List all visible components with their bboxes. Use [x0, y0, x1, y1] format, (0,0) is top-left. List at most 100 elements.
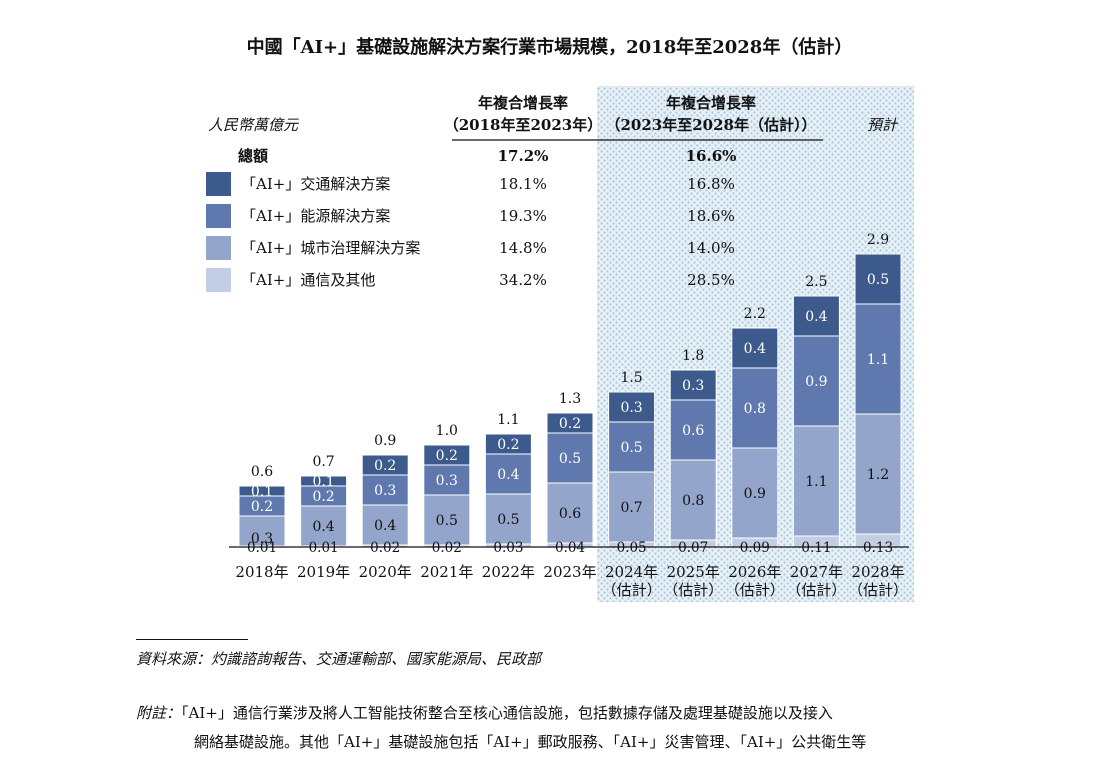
- bar-segment-energy: [792, 335, 840, 427]
- bar-segment-transport: [361, 454, 409, 476]
- value-label: 0.5: [559, 451, 581, 467]
- value-label: 0.4: [497, 467, 519, 483]
- cagr-header-1-line-2: （2018年至2023年）: [444, 116, 603, 134]
- value-label: 1.2: [867, 467, 889, 483]
- x-tick-label: 2028年: [851, 563, 904, 581]
- note-line-1: 附註：「AI+」通信行業涉及將人工智能技術整合至核心通信設施，包括數據存儲及處理…: [136, 702, 833, 723]
- x-tick-label: 2025年: [667, 563, 720, 581]
- value-label-comm: 0.11: [801, 540, 831, 556]
- x-tick-label: 2018年: [235, 563, 288, 581]
- value-label: 0.2: [559, 416, 581, 432]
- bar-segment-urban: [484, 493, 532, 545]
- legend-cagr-2: 28.5%: [687, 271, 735, 289]
- value-label-comm: 0.05: [617, 540, 647, 556]
- value-label: 0.9: [744, 486, 766, 502]
- value-label: 0.6: [682, 423, 704, 439]
- x-tick-label: 2024年: [605, 563, 658, 581]
- total-label: 2.9: [867, 232, 889, 248]
- value-label-comm: 0.01: [309, 540, 339, 556]
- legend-cagr-1: 18.1%: [499, 175, 547, 193]
- bar-segment-energy: [669, 399, 717, 461]
- value-label: 0.9: [805, 374, 827, 390]
- legend-swatch: [206, 268, 231, 292]
- bar-segment-transport: [731, 327, 779, 369]
- total-label: 1.8: [682, 348, 704, 364]
- bar-segment-transport: [608, 391, 656, 423]
- total-label: 2.2: [744, 306, 766, 322]
- legend-label: 「AI+」城市治理解決方案: [241, 239, 420, 257]
- bar-segment-transport: [423, 444, 471, 466]
- total-cagr-1: 17.2%: [498, 147, 549, 165]
- value-label-comm: 0.02: [432, 540, 462, 556]
- total-label: 1.5: [620, 370, 642, 386]
- value-label: 0.3: [436, 473, 458, 489]
- value-label: 0.2: [251, 499, 273, 515]
- x-tick-label: 2023年: [543, 563, 596, 581]
- x-tick-label: 2021年: [420, 563, 473, 581]
- source-rule: [136, 639, 248, 640]
- bar-segment-energy: [546, 432, 594, 484]
- value-label: 0.5: [867, 272, 889, 288]
- total-label: 總額: [238, 147, 268, 165]
- value-label-comm: 0.07: [678, 540, 708, 556]
- legend-cagr-1: 19.3%: [499, 207, 547, 225]
- bar-segment-transport: [238, 485, 286, 497]
- value-label: 0.2: [497, 437, 519, 453]
- legend-cagr-2: 16.8%: [687, 175, 735, 193]
- legend-label: 「AI+」交通解決方案: [241, 175, 390, 193]
- x-tick-label-sub: （估計）: [725, 581, 785, 599]
- total-label: 0.9: [374, 433, 396, 449]
- note-line-2: 網絡基礎設施。其他「AI+」基礎設施包括「AI+」郵政服務、「AI+」災害管理、…: [194, 733, 867, 751]
- value-label: 0.4: [744, 341, 766, 357]
- bar-segment-urban: [361, 504, 409, 546]
- total-label: 1.3: [559, 391, 581, 407]
- bar-segment-energy: [361, 474, 409, 506]
- total-label: 1.0: [436, 423, 458, 439]
- x-tick-label: 2020年: [359, 563, 412, 581]
- unit-label: 人民幣萬億元: [208, 116, 299, 134]
- legend-swatch: [206, 204, 231, 228]
- value-label: 0.7: [620, 500, 642, 516]
- bar-segment-transport: [792, 295, 840, 337]
- x-tick-label: 2026年: [728, 563, 781, 581]
- x-tick-label: 2027年: [790, 563, 843, 581]
- value-label: 0.3: [620, 400, 642, 416]
- value-label: 0.4: [312, 519, 334, 535]
- x-tick-label-sub: （估計）: [786, 581, 846, 599]
- bar-segment-urban: [731, 447, 779, 539]
- bar-segment-urban: [300, 505, 348, 547]
- total-label: 0.7: [312, 454, 334, 470]
- legend-cagr-1: 34.2%: [499, 271, 547, 289]
- value-label: 0.2: [312, 489, 334, 505]
- bar-segment-transport: [546, 412, 594, 434]
- value-label: 0.8: [744, 401, 766, 417]
- value-label: 0.5: [497, 512, 519, 528]
- legend-label: 「AI+」能源解決方案: [241, 207, 390, 225]
- value-label-comm: 0.01: [247, 540, 277, 556]
- value-label-comm: 0.02: [370, 540, 400, 556]
- bar-segment-energy: [854, 303, 902, 415]
- bar-segment-transport: [854, 253, 902, 305]
- note-text-1: 「AI+」通信行業涉及將人工智能技術整合至核心通信設施，包括數據存儲及處理基礎設…: [181, 704, 833, 722]
- cagr-header-2-line-2: （2023年至2028年（估計））: [606, 116, 817, 134]
- forecast-label: 預計: [867, 116, 899, 134]
- bar-segment-transport: [484, 433, 532, 455]
- chart: 人民幣萬億元 預計 年複合增長率 （2018年至2023年） 年複合增長率 （2023年至…: [206, 86, 914, 602]
- value-label: 0.6: [559, 506, 581, 522]
- value-label: 0.1: [251, 484, 273, 500]
- x-tick-label-sub: （估計）: [663, 581, 723, 599]
- value-label-comm: 0.13: [863, 540, 893, 556]
- value-label: 0.5: [436, 513, 458, 529]
- chart-title: 中國「AI+」基礎設施解決方案行業市場規模，2018年至2028年（估計）: [246, 37, 853, 58]
- legend-swatch: [206, 172, 231, 196]
- value-label-comm: 0.03: [493, 540, 523, 556]
- legend-cagr-1: 14.8%: [499, 239, 547, 257]
- x-tick-label: 2022年: [482, 563, 535, 581]
- legend-label: 「AI+」通信及其他: [241, 271, 375, 289]
- x-tick-label-sub: （估計）: [848, 581, 908, 599]
- value-label: 0.3: [682, 378, 704, 394]
- value-label-comm: 0.09: [740, 540, 770, 556]
- total-label: 0.6: [251, 464, 273, 480]
- bar-segment-urban: [546, 482, 594, 544]
- cagr-header-2-line-1: 年複合增長率: [666, 94, 756, 112]
